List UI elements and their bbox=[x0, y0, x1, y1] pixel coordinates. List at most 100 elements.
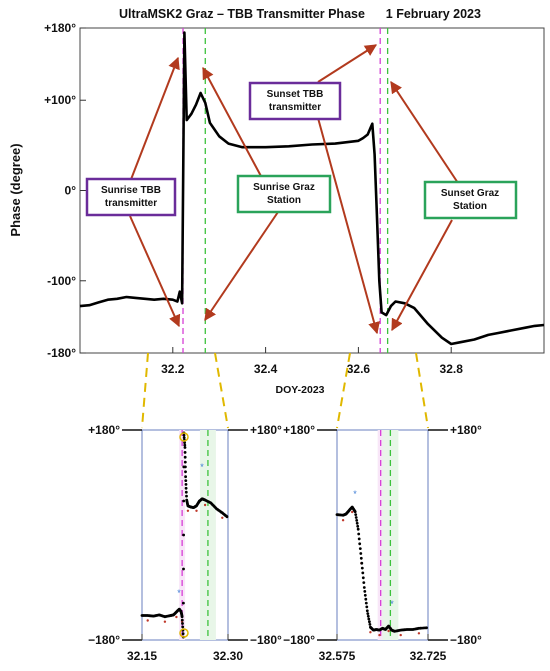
data-point bbox=[366, 612, 370, 615]
main-y-ticks: +180° +100° 0° -100° -180° bbox=[44, 21, 86, 360]
data-point bbox=[358, 547, 362, 550]
sunrise-tbb-annotation: Sunrise TBB transmitter bbox=[85, 177, 177, 217]
data-point bbox=[364, 597, 368, 601]
x-tick-label: 32.6 bbox=[347, 362, 371, 376]
phase-series-line bbox=[79, 31, 545, 346]
x-tick-label: 32.4 bbox=[254, 362, 278, 376]
sunset-tbb-annotation: Sunset TBB transmitter bbox=[248, 81, 342, 121]
data-point bbox=[180, 615, 184, 619]
data-point bbox=[353, 510, 357, 514]
fit-point bbox=[146, 619, 149, 622]
data-point bbox=[425, 626, 428, 630]
fit-point bbox=[186, 509, 190, 512]
main-x-ticks: 32.2 32.4 32.6 32.8 bbox=[161, 347, 463, 376]
data-point bbox=[182, 499, 186, 503]
data-point bbox=[365, 605, 369, 609]
data-point bbox=[183, 451, 187, 454]
inset-sunset: +180° +180° −180° −180° 32.575 32.725 bbox=[283, 423, 482, 663]
x-axis-label: DOY-2023 bbox=[275, 384, 324, 396]
x-tick-label: 32.15 bbox=[127, 649, 157, 663]
data-point bbox=[182, 601, 185, 605]
data-point bbox=[362, 586, 366, 589]
svg-text:*: * bbox=[200, 462, 204, 472]
svg-text:*: * bbox=[390, 599, 394, 609]
data-point bbox=[367, 617, 371, 621]
data-point bbox=[357, 532, 361, 536]
data-point bbox=[181, 632, 185, 636]
fit-point bbox=[417, 632, 421, 635]
fit-point bbox=[221, 516, 224, 519]
x-tick-label: 32.8 bbox=[440, 362, 464, 376]
data-point bbox=[184, 465, 187, 469]
data-point bbox=[358, 542, 362, 546]
data-point bbox=[360, 561, 364, 565]
fit-point bbox=[399, 633, 402, 637]
annotation-arrows bbox=[129, 44, 459, 335]
data-point bbox=[182, 436, 186, 440]
data-point bbox=[183, 460, 187, 464]
fit-point bbox=[195, 509, 198, 512]
fit-point bbox=[163, 620, 167, 623]
data-point bbox=[366, 614, 370, 618]
annotation-label: Sunset Graz Station bbox=[441, 188, 499, 212]
data-point bbox=[182, 433, 186, 437]
chart-title: UltraMSK2 Graz – TBB Transmitter Phase 1… bbox=[119, 7, 481, 21]
y-tick-label: +180° bbox=[283, 423, 315, 437]
data-point bbox=[184, 479, 188, 482]
y-tick-label: −180° bbox=[283, 633, 315, 647]
data-point bbox=[183, 441, 187, 444]
data-point bbox=[368, 620, 371, 624]
data-point bbox=[356, 524, 360, 528]
y-axis-label: Phase (degree) bbox=[8, 143, 23, 236]
y-tick-label: +180° bbox=[250, 423, 282, 437]
data-point bbox=[355, 519, 359, 522]
data-point bbox=[183, 443, 187, 447]
data-point bbox=[365, 609, 369, 613]
data-point bbox=[364, 601, 368, 605]
data-point bbox=[363, 593, 367, 597]
data-point bbox=[357, 537, 361, 541]
fit-point bbox=[387, 629, 390, 633]
data-point bbox=[181, 625, 185, 629]
fit-point bbox=[203, 503, 207, 507]
y-tick-label: -180° bbox=[47, 346, 76, 360]
inset-sunset-markers: * * bbox=[353, 489, 394, 609]
fit-point bbox=[369, 631, 372, 634]
y-tick-label: +180° bbox=[44, 21, 76, 35]
inset-sunrise-markers: * * bbox=[177, 432, 204, 638]
y-tick-label: 0° bbox=[65, 184, 77, 198]
main-series bbox=[79, 31, 545, 346]
y-tick-label: -100° bbox=[47, 274, 76, 288]
data-point bbox=[185, 494, 188, 498]
zoom-connectors bbox=[141, 352, 429, 429]
y-tick-label: −180° bbox=[450, 633, 482, 647]
data-point bbox=[360, 566, 364, 570]
data-point bbox=[359, 556, 363, 560]
data-point bbox=[183, 455, 187, 459]
x-tick-label: 32.575 bbox=[319, 649, 356, 663]
fit-point bbox=[175, 615, 178, 619]
data-point bbox=[225, 515, 229, 519]
y-tick-label: +180° bbox=[88, 423, 120, 437]
data-point bbox=[354, 513, 358, 516]
sunset-graz-annotation: Sunset Graz Station bbox=[423, 180, 518, 220]
x-tick-label: 32.30 bbox=[213, 649, 243, 663]
data-point bbox=[356, 527, 360, 531]
y-tick-label: +100° bbox=[44, 93, 76, 107]
fit-point bbox=[378, 633, 381, 637]
data-point bbox=[184, 486, 188, 490]
data-point bbox=[368, 623, 372, 626]
fit-point bbox=[341, 519, 345, 522]
data-point bbox=[184, 475, 188, 479]
data-point bbox=[183, 446, 187, 449]
x-tick-label: 32.2 bbox=[161, 362, 185, 376]
y-tick-label: +180° bbox=[450, 423, 482, 437]
annotation-label: Sunrise TBB transmitter bbox=[101, 185, 161, 209]
fit-point bbox=[351, 510, 354, 514]
data-point bbox=[362, 581, 366, 584]
data-point bbox=[182, 533, 186, 537]
sunrise-graz-annotation: Sunrise Graz Station bbox=[236, 174, 332, 214]
y-tick-label: −180° bbox=[88, 633, 120, 647]
data-point bbox=[184, 470, 187, 474]
